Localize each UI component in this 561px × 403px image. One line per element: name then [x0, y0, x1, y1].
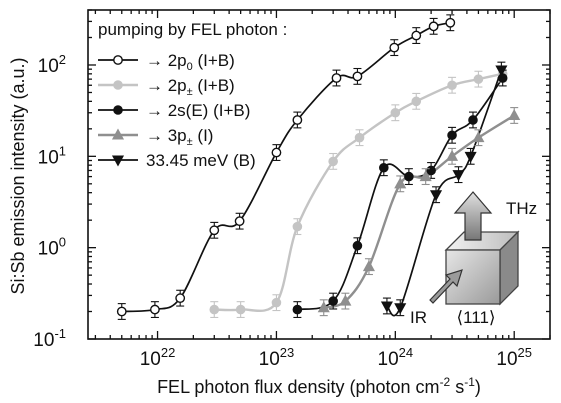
y-tick-label: 101 [38, 143, 66, 168]
series-3-point [472, 131, 485, 143]
series-2-point [379, 162, 389, 173]
y-tick-label: 10-1 [33, 326, 66, 351]
legend-label: 33.45 meV (B) [146, 151, 256, 170]
series-0-point [445, 17, 456, 28]
series-4-point [452, 170, 465, 182]
crystal-direction-label: ⟨111⟩ [456, 308, 495, 327]
legend-label: → 2p0 (I+B) [146, 51, 235, 73]
series-3-point [362, 260, 375, 272]
series-0-point [209, 225, 220, 236]
legend: pumping by FEL photon : → 2p0 (I+B) → 2p±… [98, 20, 287, 170]
series-2-point [468, 115, 478, 125]
series-2-point [404, 171, 414, 182]
series-0-point [292, 115, 303, 125]
series-1-point [411, 96, 422, 107]
series-4-point [429, 190, 443, 202]
legend-marker [113, 80, 123, 90]
legend-title: pumping by FEL photon : [98, 20, 287, 39]
thz-arrow-icon [453, 191, 493, 241]
series-3-point [394, 177, 407, 189]
series-3-point [339, 294, 352, 306]
x-axis-title: FEL photon flux density (photon cm-2 s-1… [157, 375, 481, 397]
axis-ticks: 1022 1023 1024 1025 10-1 100 101 102 [33, 9, 551, 370]
series-2-point [352, 240, 363, 251]
series-0-point [271, 147, 282, 158]
series-1-point [354, 132, 365, 143]
legend-label: → 3p± (I) [146, 126, 213, 148]
x-tick-label: 1023 [259, 345, 295, 370]
legend-label: → 2p± (I+B) [146, 76, 235, 98]
ir-arrow-icon [429, 269, 463, 304]
series-0-point [389, 42, 400, 53]
series-0-point [175, 293, 186, 304]
series-1-point [292, 221, 303, 232]
series-1-point [390, 107, 401, 118]
series-0-point [150, 304, 160, 315]
series-1-point [473, 74, 484, 84]
legend-marker [111, 128, 125, 140]
series-1-point [235, 304, 246, 315]
series-3-point [446, 149, 459, 161]
series-0-point [428, 21, 439, 32]
series-0-point [411, 30, 422, 41]
series-2-point [328, 296, 338, 306]
series-3-point [317, 301, 330, 313]
y-axis-title: Si:Sb emission intensity (a.u.) [8, 57, 28, 294]
legend-marker [111, 155, 125, 167]
data-points [116, 14, 521, 320]
series-1-point [271, 297, 282, 308]
plot-area [87, 9, 551, 340]
series-2-point [447, 130, 457, 141]
x-tick-label: 1025 [496, 345, 532, 370]
series-4-point [464, 151, 477, 163]
crystal-inset: THz IR ⟨111⟩ [410, 191, 537, 327]
series-4-point [380, 301, 393, 313]
series-2-point [426, 165, 436, 176]
series-0-point [331, 73, 342, 83]
series-3-point [508, 108, 521, 120]
legend-label: → 2s(E) (I+B) [146, 101, 250, 120]
series-4-point [394, 303, 407, 315]
series-1-point [209, 304, 220, 315]
series-0-point [116, 306, 127, 317]
legend-marker [113, 105, 123, 115]
series-2-point [292, 304, 303, 315]
thz-label: THz [506, 199, 537, 218]
series-0-point [352, 71, 363, 82]
ir-label: IR [410, 308, 427, 327]
legend-marker [113, 55, 123, 65]
y-tick-label: 100 [38, 235, 66, 260]
series-4-point [495, 65, 508, 77]
y-tick-label: 102 [38, 52, 66, 77]
series-1-point [328, 156, 338, 167]
x-tick-label: 1024 [378, 345, 414, 370]
series-3-point [419, 170, 432, 182]
series-0-point [234, 216, 245, 227]
x-tick-label: 1022 [140, 345, 176, 370]
series-1-point [447, 80, 457, 91]
